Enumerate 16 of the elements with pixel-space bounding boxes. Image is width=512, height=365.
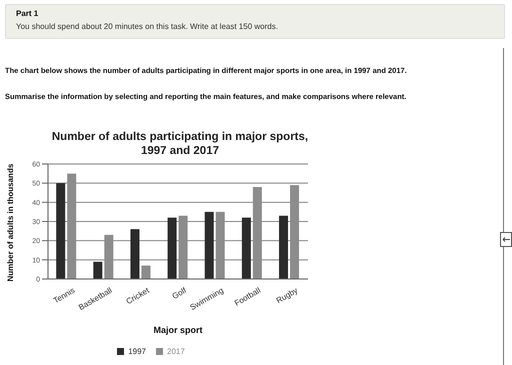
legend-label: 1997 (128, 347, 146, 356)
bar (242, 218, 251, 279)
bar (56, 183, 66, 279)
y-axis-title: Number of adults in thousands (6, 163, 15, 282)
legend-label: 2017 (167, 347, 185, 356)
x-axis-title: Major sport (153, 325, 203, 335)
bar (204, 212, 214, 279)
text: Part 1 (16, 9, 38, 18)
bar (168, 218, 177, 279)
chart-title: Number of adults participating in major sports, 1997 and 2017 (50, 130, 310, 158)
bar (93, 262, 102, 279)
text: You should spend about 20 minutes on this task. Write at least 150 words. (16, 22, 278, 31)
bar (279, 216, 288, 279)
x-tick-label: Golf (170, 285, 189, 301)
bar (130, 229, 140, 279)
bar (141, 266, 150, 279)
